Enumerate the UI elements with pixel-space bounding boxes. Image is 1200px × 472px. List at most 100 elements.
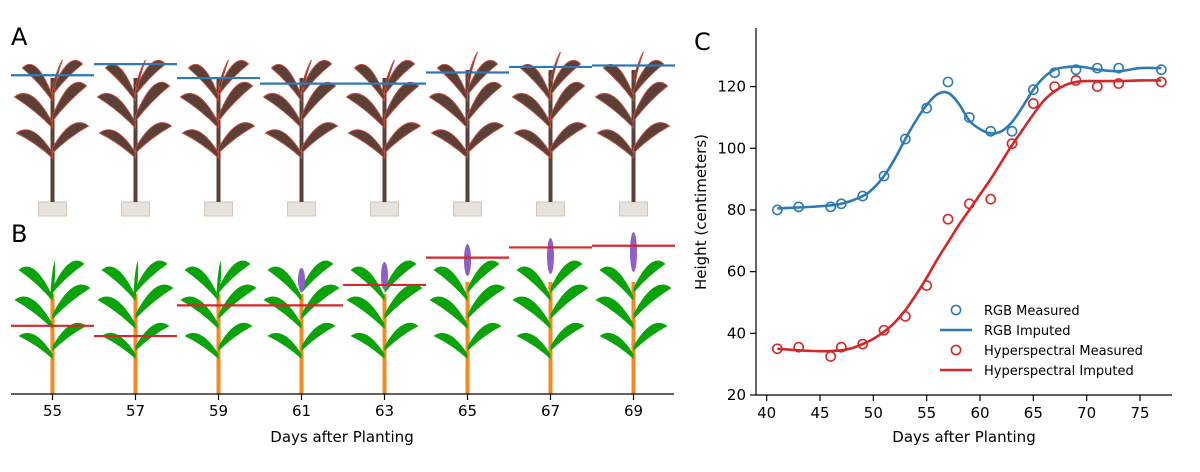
plant-leaf [430,129,468,160]
plant-leaf [52,122,90,155]
plant-leaf [52,59,84,97]
plant-leaf [135,122,173,155]
plant-leaf [467,122,505,155]
plant-leaf [353,63,385,103]
plant-top [133,260,139,300]
hyperspectral-plant-image [592,232,675,394]
plant-leaf [15,129,53,160]
plant-top [216,260,222,300]
plant-leaf [101,266,136,301]
plant-leaf [467,59,499,97]
rgb-measured-point [899,133,911,145]
hyperspectral-measured-point [1006,138,1018,150]
rgb-plant-image [592,51,675,217]
legend-rgb-imputed-label: RGB Imputed [984,324,1071,339]
plant-leaf [594,92,634,130]
plant-leaf [135,260,168,293]
plant-leaf [135,322,170,351]
plant-leaf [596,129,634,160]
rgb-measured-point [921,102,933,114]
plant-leaf [345,92,385,130]
plant-leaf [550,59,582,97]
plant-leaf [218,81,254,123]
pot-shape [370,201,399,217]
rgb-measured-point [1006,125,1018,137]
plant-leaf [550,260,583,293]
rgb-measured-point [1155,64,1167,76]
plant-top [217,59,229,92]
chart-x-tick-label: 40 [757,404,776,422]
panel-a-rgb-images [11,51,675,217]
plant-leaf [433,332,468,359]
plant-leaf [350,332,385,359]
hyperspectral-measured-point [1155,76,1167,88]
plant-leaf [467,284,506,319]
plant-leaf [267,266,302,301]
plant-leaf [599,332,634,359]
plant-leaf [14,296,53,329]
plant-leaf [101,332,136,359]
hyperspectral-measured-point [771,343,783,355]
hyperspectral-measured-point [921,280,933,291]
plant-top [632,51,644,84]
rgb-plant-image [343,59,426,217]
hyperspectral-measured-point [835,341,847,353]
plant-leaf [52,260,85,293]
plant-top [466,51,478,84]
plant-leaf [98,129,136,160]
plant-leaf [602,63,634,103]
pot-shape [38,201,67,217]
plant-leaf [301,59,333,97]
rgb-measured-point [825,201,837,213]
plant-leaf [13,92,53,130]
pot-shape [619,201,648,217]
chart-y-tick-label: 120 [717,78,746,96]
hyperspectral-plant-image [343,260,426,394]
hyperspectral-plant-image [426,244,509,394]
x-tick-label: 63 [375,402,394,420]
panel-ab-x-axis: 55 57 59 61 63 65 67 69 [11,393,674,420]
rgb-measured-point [942,76,954,88]
chart-y-tick-label: 100 [717,139,746,157]
panel-c-label: C [694,28,711,56]
chart-y-axis-label: Height (centimeters) [692,134,710,290]
plant-leaf [301,260,334,293]
plant-leaf [384,260,417,293]
chart-x-tick-label: 45 [810,404,829,422]
plant-leaf [96,92,136,130]
hyperspectral-plant-image [94,260,177,394]
rgb-measured-point [1027,84,1039,96]
plant-leaf [218,322,253,351]
pot-shape [453,201,482,217]
plant-leaf [550,284,589,319]
plant-leaf [516,266,551,301]
panel-ab-x-label: Days after Planting [270,428,413,446]
plant-leaf [52,322,87,351]
hyperspectral-measured-point [857,338,869,350]
rgb-plant-image [11,59,94,217]
plant-leaf [384,284,423,319]
plant-leaf [97,296,136,329]
rgb-measured-point [878,170,890,182]
plant-leaf [467,81,503,123]
rgb-plant-image [426,51,509,217]
rgb-measured-point [985,125,997,137]
plant-leaf [467,260,500,293]
plant-top [50,260,56,300]
legend-hyperspectral-imputed-label: Hyperspectral Imputed [984,364,1134,379]
rgb-measured-point [1091,62,1103,74]
x-tick-label: 69 [624,402,643,420]
rgb-plant-image [94,59,177,217]
chart-x-tick-label: 60 [970,404,989,422]
legend-hyperspectral-measured-marker [950,344,962,356]
plant-leaf [633,81,669,123]
hyperspectral-imputed-line [777,79,1162,353]
x-tick-label: 57 [126,402,145,420]
plant-leaf [301,122,339,155]
plant-leaf [135,284,174,319]
pot-shape [287,201,316,217]
plant-leaf [384,122,422,155]
hyperspectral-plant-image [260,260,343,394]
plant-tassel [298,268,305,292]
hyperspectral-measured-point [899,310,911,322]
